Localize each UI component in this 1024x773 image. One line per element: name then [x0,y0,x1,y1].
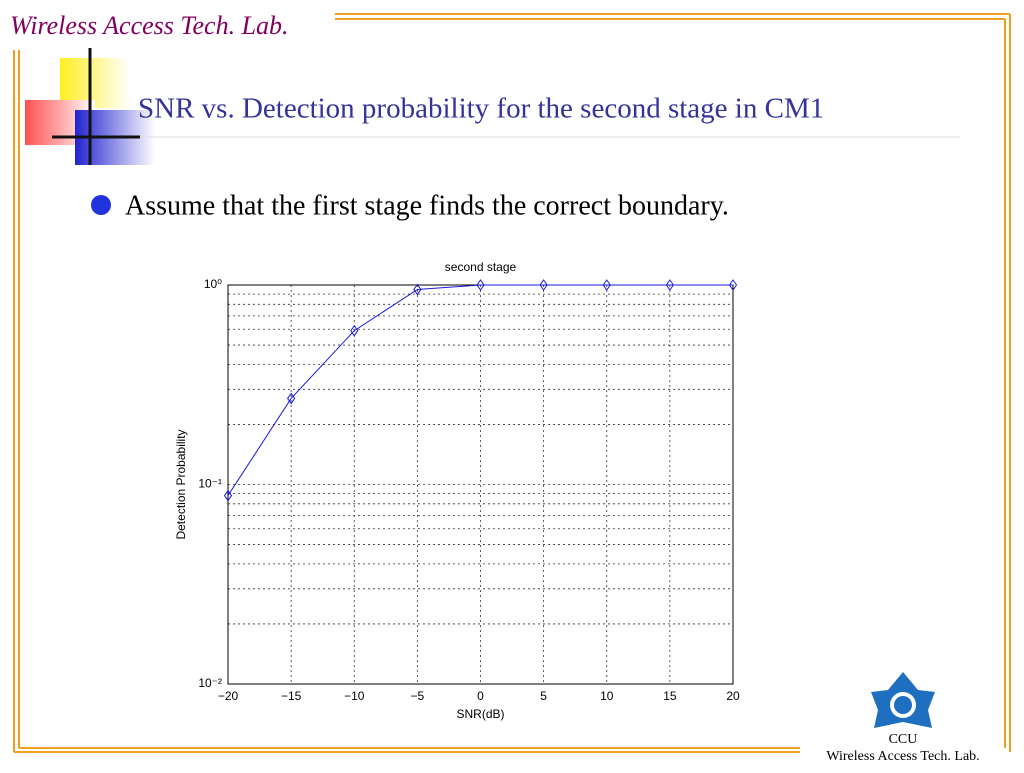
y-tick-label: 10⁻¹ [198,477,222,491]
x-axis-label: SNR(dB) [456,707,504,721]
decoration [25,48,960,165]
bullet-dot [91,195,111,215]
chart: 10⁻² 10⁻¹ 10⁰ −20 −15 −10 −5 0 5 10 15 20 second sta… [174,260,740,721]
x-tick-label: 0 [477,689,484,703]
x-tick-label: −20 [218,689,239,703]
marker [602,279,611,291]
bullet-text: Assume that the first stage finds the co… [125,190,729,221]
slide-title: SNR vs. Detection probability for the se… [138,93,824,125]
lab-name: Wireless Access Tech. Lab. [10,11,289,40]
x-tick-label: −10 [344,689,365,703]
x-tick-label: −5 [411,689,425,703]
marker [476,279,485,291]
marker [539,279,548,291]
chart-title: second stage [445,260,517,274]
footer-lab: Wireless Access Tech. Lab. [826,749,979,764]
x-tick-label: 5 [540,689,547,703]
y-axis-label: Detection Probability [174,429,188,539]
marker [350,324,359,337]
marker [665,279,674,291]
series-line [227,284,733,496]
marker [728,279,738,291]
logo [871,672,935,728]
x-tick-label: 15 [663,689,677,703]
marker [413,283,422,296]
x-tick-label: 20 [726,689,740,703]
frame [13,13,1011,753]
x-tick-label: 10 [600,689,614,703]
y-tick-label: 10⁻² [198,676,222,690]
footer-university: CCU [889,732,918,747]
marker [223,489,233,502]
y-tick-label: 10⁰ [204,277,222,291]
marker [287,392,296,405]
x-tick-label: −15 [281,689,302,703]
